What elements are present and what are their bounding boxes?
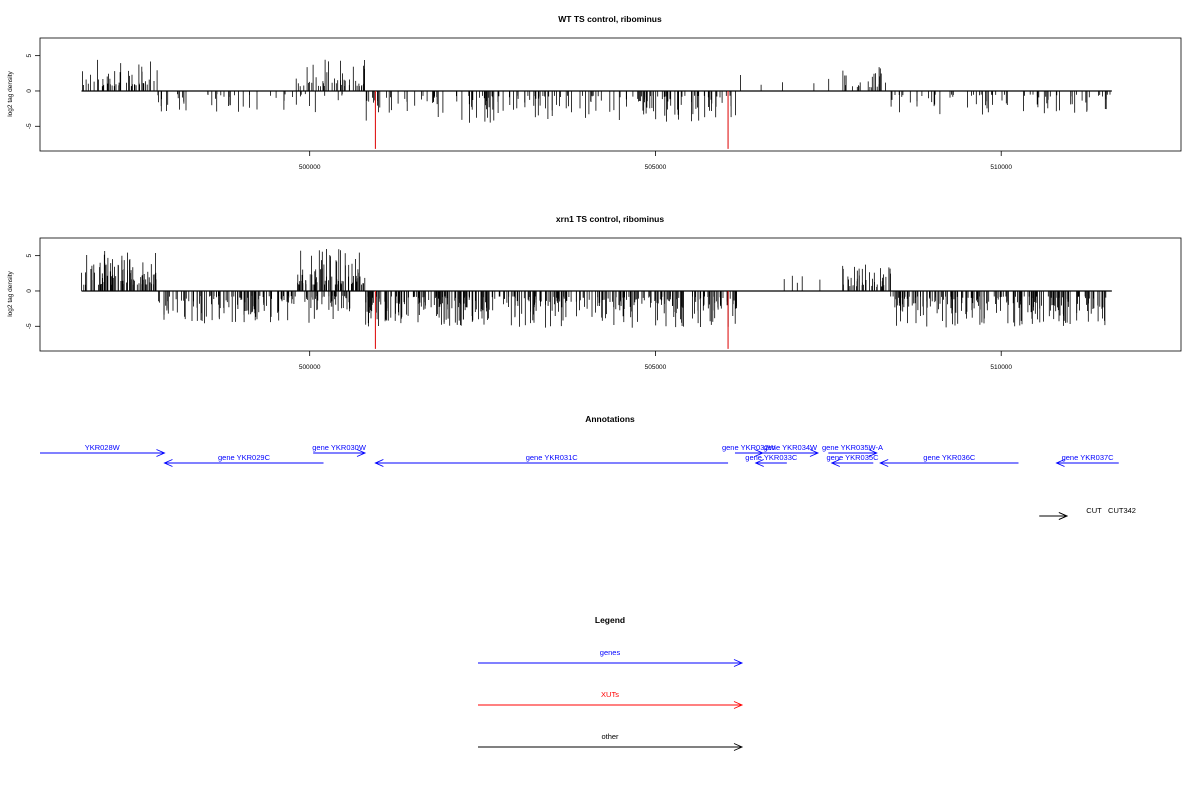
legend-label: genes — [600, 648, 621, 657]
x-tick-label: 505000 — [645, 164, 667, 171]
gene-label: gene YKR029C — [218, 453, 271, 462]
legend-arrow — [478, 743, 744, 751]
y-tick-label: -5 — [26, 323, 33, 329]
gene-label: gene YKR034W — [763, 443, 818, 452]
legend: Legend genes XUTs other — [478, 615, 744, 751]
xrn1-axes: 500000 505000 510000 5 0 -5 — [26, 253, 1012, 371]
y-tick-label: -5 — [26, 123, 33, 129]
gene-label: gene YKR033C — [745, 453, 798, 462]
gene-label: gene YKR037C — [1062, 453, 1115, 462]
gene-arrow — [313, 449, 367, 457]
legend-title: Legend — [595, 615, 625, 625]
cut-label: CUT — [1086, 506, 1102, 515]
annotations-title: Annotations — [585, 414, 635, 424]
gene-arrow — [879, 459, 1019, 467]
gene-arrow — [163, 459, 324, 467]
gene-label: gene YKR030W — [312, 443, 367, 452]
wt-y-axis-label: log2 tag density — [7, 70, 14, 116]
legend-items: genes XUTs other — [478, 648, 744, 751]
x-tick-label: 500000 — [299, 364, 321, 371]
gene-label: gene YKR035C — [827, 453, 880, 462]
gene-arrow — [1055, 459, 1119, 467]
wt-axes: 500000 505000 510000 5 0 -5 — [26, 53, 1012, 171]
x-tick-label: 510000 — [990, 164, 1012, 171]
gene-arrow — [828, 449, 878, 457]
x-tick-label: 500000 — [299, 164, 321, 171]
xrn1-bars — [81, 249, 1112, 349]
cut-label: CUT342 — [1108, 506, 1136, 515]
gene-label: gene YKR035W-A — [822, 443, 883, 452]
gene-arrow — [830, 459, 874, 467]
xrn1-track-frame — [39, 237, 1182, 352]
legend-arrow — [478, 659, 744, 667]
cut-arrow — [1056, 512, 1069, 520]
gene-arrow — [762, 449, 820, 457]
y-tick-label: 5 — [26, 253, 33, 257]
y-tick-label: 0 — [26, 89, 33, 93]
y-tick-label: 5 — [26, 53, 33, 57]
gene-arrow — [374, 459, 729, 467]
y-tick-label: 0 — [26, 289, 33, 293]
wt-bars — [81, 59, 1112, 149]
wt-track-panel: WT TS control, ribominus log2 tag densit… — [7, 14, 1182, 171]
x-tick-label: 505000 — [645, 364, 667, 371]
x-tick-label: 510000 — [990, 364, 1012, 371]
xrn1-y-axis-label: log2 tag density — [7, 270, 14, 316]
xrn1-track-title: xrn1 TS control, ribominus — [556, 214, 664, 224]
gene-label: gene YKR031C — [526, 453, 579, 462]
legend-label: other — [601, 732, 619, 741]
annotations-panel: Annotations YKR028W gene YKR029C gene YKR0… — [40, 414, 1136, 520]
gene-label: YKR028W — [85, 443, 121, 452]
gene-arrow — [754, 459, 787, 467]
gene-label: gene YKR032W — [722, 443, 777, 452]
wt-track-title: WT TS control, ribominus — [558, 14, 662, 24]
wt-track-frame — [39, 37, 1182, 152]
gene-arrows: YKR028W gene YKR029C gene YKR030W gene YKR0… — [40, 443, 1136, 520]
gene-arrow — [40, 449, 166, 457]
xrn1-track-panel: xrn1 TS control, ribominus log2 tag dens… — [7, 214, 1182, 371]
legend-label: XUTs — [601, 690, 619, 699]
legend-arrow — [478, 701, 744, 709]
gene-label: gene YKR036C — [923, 453, 976, 462]
